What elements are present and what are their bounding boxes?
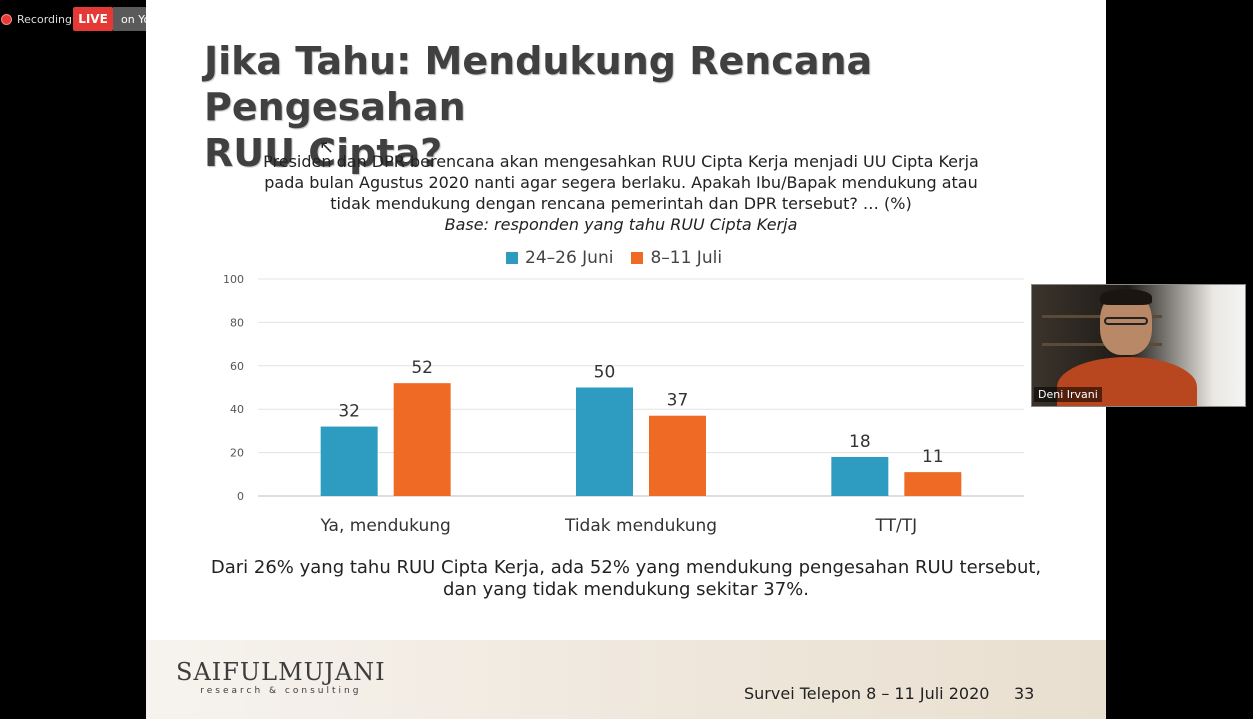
legend-swatch-series-2: [631, 252, 644, 264]
recording-label: Recording: [17, 12, 73, 26]
recording-icon: [2, 14, 11, 24]
bar: [904, 472, 962, 496]
y-tick-label: 80: [230, 316, 244, 329]
bar: [649, 415, 706, 496]
bar: [831, 456, 889, 496]
company-logo: SAIFULMUJANI research & consulting: [176, 660, 386, 696]
participant-hair: [1100, 289, 1152, 305]
data-label: 32: [338, 402, 360, 422]
question-line-3: tidak mendukung dengan rencana pemerinta…: [330, 194, 912, 213]
legend-item-series-1: 24–26 Juni: [506, 248, 613, 268]
participant-name-label: Deni Irvani: [1034, 387, 1102, 402]
base-note: Base: responden yang tahu RUU Cipta Kerj…: [444, 215, 798, 234]
legend-label-series-1: 24–26 Juni: [525, 248, 614, 268]
live-badge[interactable]: LIVE: [73, 7, 113, 31]
slide-title-line-1: Jika Tahu: Mendukung Rencana Pengesahan: [204, 39, 873, 129]
conclusion-text: Dari 26% yang tahu RUU Cipta Kerja, ada …: [176, 557, 1076, 601]
recording-indicator: Recording: [0, 10, 72, 28]
bar: [393, 383, 451, 496]
shelf-decoration: [1042, 343, 1162, 346]
y-tick-label: 60: [230, 360, 244, 373]
y-tick-label: 40: [230, 403, 244, 416]
participant-glasses: [1104, 317, 1148, 325]
data-label: 37: [667, 391, 689, 411]
legend-swatch-series-1: [506, 252, 518, 264]
data-label: 52: [411, 358, 433, 378]
bar: [320, 426, 378, 496]
survey-question: Presiden dan DPR berencana akan mengesah…: [206, 151, 1036, 235]
data-label: 18: [849, 432, 871, 452]
footer-band: [146, 640, 1106, 719]
data-label: 50: [594, 363, 616, 383]
shared-slide: Jika Tahu: Mendukung Rencana Pengesahan …: [146, 0, 1106, 719]
footer-survey-text: Survei Telepon 8 – 11 Juli 2020: [744, 684, 990, 703]
participant-video-tile[interactable]: Deni Irvani: [1031, 284, 1246, 407]
legend-item-series-2: 8–11 Juli: [631, 248, 722, 268]
slide-title: Jika Tahu: Mendukung Rencana Pengesahan …: [204, 38, 1084, 176]
y-tick-label: 100: [223, 273, 244, 286]
y-tick-label: 20: [230, 447, 244, 460]
mouse-cursor-icon: ↖: [319, 137, 335, 158]
chart-legend: 24–26 Juni 8–11 Juli: [506, 248, 740, 268]
slide-title-line-2: RUU Cipta?: [204, 131, 443, 175]
data-label: 11: [922, 447, 944, 467]
conclusion-line-1: Dari 26% yang tahu RUU Cipta Kerja, ada …: [210, 557, 1042, 578]
question-line-1: Presiden dan DPR berencana akan mengesah…: [263, 152, 979, 171]
x-category-label: TT/TJ: [875, 516, 918, 536]
x-category-label: Tidak mendukung: [564, 516, 717, 536]
legend-label-series-2: 8–11 Juli: [650, 248, 723, 268]
x-category-label: Ya, mendukung: [320, 516, 451, 536]
bar-chart: 0 20 40 60 80 100 32 52 Ya, mendukung 50 37 Tidak m…: [223, 273, 1024, 536]
bar: [576, 387, 633, 496]
logo-sub-text: research & consulting: [200, 686, 362, 696]
question-line-2: pada bulan Agustus 2020 nanti agar seger…: [264, 173, 978, 192]
conclusion-line-2: dan yang tidak mendukung sekitar 37%.: [443, 579, 809, 600]
y-tick-label: 0: [237, 490, 244, 503]
page-number: 33: [1014, 684, 1035, 703]
logo-main-text: SAIFULMUJANI: [176, 658, 386, 686]
